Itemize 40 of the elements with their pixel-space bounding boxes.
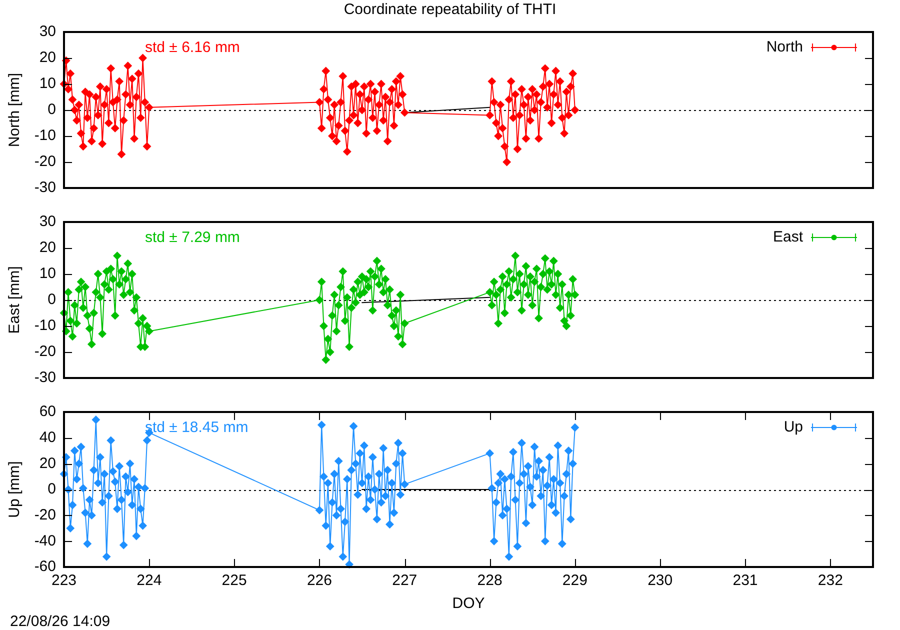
y-tick-label: -20 [34, 506, 56, 524]
y-axis-title: North [mm] [6, 72, 24, 148]
y-tick-label: 10 [39, 75, 56, 92]
text: 22/08/26 14:09 [10, 613, 110, 630]
x-tick-label: 229 [562, 572, 588, 590]
y-tick-label: -10 [34, 317, 56, 334]
x-tick-label: 225 [222, 572, 247, 590]
y-tick-label: 0 [48, 291, 56, 308]
y-tick-label: 30 [39, 213, 56, 230]
x-axis-title: DOY [452, 595, 485, 612]
legend-label: North [766, 38, 803, 56]
y-tick-label: 20 [39, 454, 56, 472]
y-tick-label: 40 [39, 428, 56, 446]
y-tick-label: 20 [39, 49, 56, 66]
y-tick-label: -40 [34, 532, 56, 550]
x-tick-label: 232 [818, 572, 843, 590]
y-tick-label: 30 [39, 23, 56, 40]
x-tick-label: 224 [136, 572, 162, 590]
x-tick-label: 228 [477, 572, 502, 590]
y-tick-label: -10 [34, 127, 56, 144]
legend-label: East [772, 228, 804, 246]
y-tick-label: 0 [48, 101, 56, 118]
y-tick-label: 0 [48, 480, 56, 498]
x-tick-label: 227 [392, 572, 418, 590]
y-tick-label: 10 [39, 265, 56, 282]
y-tick-label: -30 [34, 369, 56, 386]
annotation: std ± 7.29 mm [145, 229, 240, 246]
y-axis-title: East [mm] [6, 266, 24, 334]
y-tick-label: 60 [39, 403, 56, 420]
y-tick-label: -20 [34, 153, 56, 170]
x-tick-label: 231 [732, 572, 758, 590]
y-tick-label: 20 [39, 239, 56, 256]
legend-label: Up [784, 418, 803, 436]
y-axis-title: Up [mm] [6, 461, 24, 518]
x-tick-label: 226 [306, 572, 332, 590]
y-tick-label: -20 [34, 343, 56, 360]
x-tick-label: 230 [648, 572, 673, 590]
y-tick-label: -30 [34, 179, 56, 196]
chart-title: Coordinate repeatability of THTI [344, 1, 556, 18]
annotation: std ± 6.16 mm [145, 39, 240, 56]
